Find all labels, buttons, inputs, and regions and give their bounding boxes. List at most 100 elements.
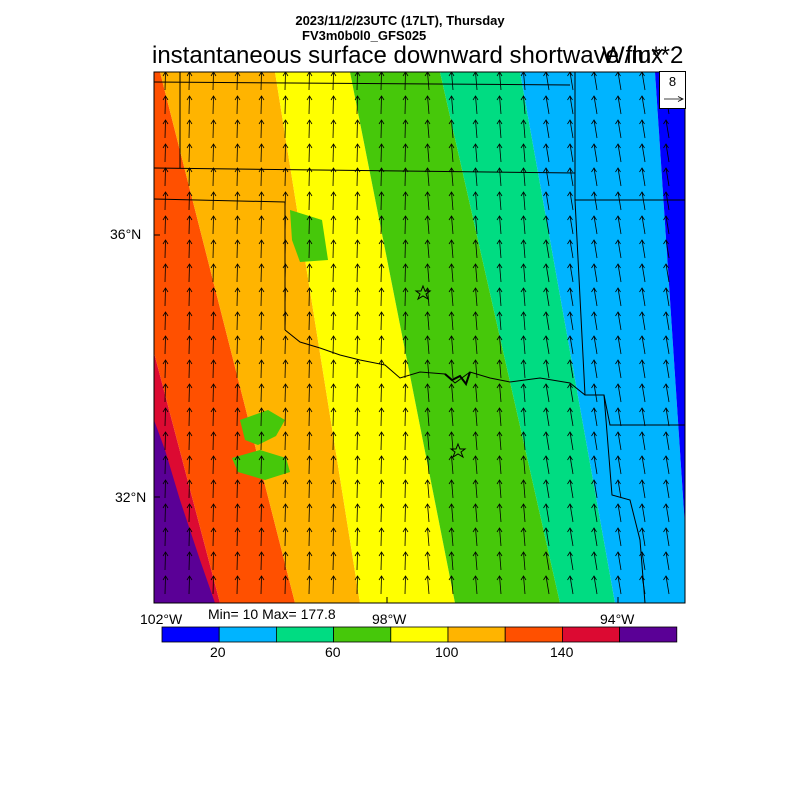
wind-arrow [378,551,385,571]
wind-arrow [520,263,527,283]
wind-arrow [282,215,289,235]
wind-arrow [543,119,550,139]
wind-arrow [258,503,265,523]
wind-arrow [496,407,503,427]
wind-arrow [186,143,193,163]
wind-arrow [234,119,241,139]
wind-arrow [162,215,169,235]
wind-arrow [354,479,361,499]
wind-arrow [378,311,385,331]
wind-arrow [306,95,313,115]
wind-arrow [520,407,527,427]
wind-arrow [186,95,193,115]
colorbar-tick-20: 20 [210,644,226,660]
wind-arrow [448,311,455,331]
wind-arrow [186,287,193,307]
wind-arrow [186,479,193,499]
wind-arrow [210,479,217,499]
wind-arrow [258,239,265,259]
wind-arrow [378,359,385,379]
wind-arrow [615,551,622,571]
wind-arrow [210,287,217,307]
colorbar [161,626,678,643]
wind-arrow [258,527,265,547]
wind-arrow [424,479,431,499]
wind-arrow [496,479,503,499]
wind-arrow [424,359,431,379]
wind-arrow [210,119,217,139]
wind-arrow [496,431,503,451]
wind-arrow [210,503,217,523]
wind-arrow [520,335,527,355]
wind-arrow [258,455,265,475]
wind-arrow [567,407,574,427]
wind-arrow [402,479,409,499]
wind-arrow [567,359,574,379]
wind-arrow [472,263,479,283]
wind-arrow [543,407,550,427]
wind-arrow [402,311,409,331]
wind-arrow [663,551,670,571]
wind-arrow [234,527,241,547]
wind-arrow [496,143,503,163]
wind-arrow [496,263,503,283]
wind-arrow [543,455,550,475]
wind-arrow [472,119,479,139]
wind-arrow [354,335,361,355]
wind-arrow [402,383,409,403]
colorbar-swatch [390,626,449,643]
wind-arrow [520,551,527,571]
wind-arrow [186,503,193,523]
wind-arrow [186,335,193,355]
wind-arrow [162,503,169,523]
wind-arrow [615,119,622,139]
wind-arrow [330,335,337,355]
flux-patch [418,361,428,366]
wind-arrow [543,431,550,451]
wind-arrow [162,575,169,595]
wind-arrow [234,335,241,355]
wind-arrow [330,239,337,259]
wind-arrow [306,191,313,211]
wind-arrow [162,191,169,211]
wind-arrow [591,455,598,475]
flux-patch [154,420,215,603]
wind-arrow [520,215,527,235]
wind-arrow [567,311,574,331]
wind-arrow [330,191,337,211]
wind-arrow [639,503,646,523]
wind-arrow [378,167,385,187]
wind-arrow [330,287,337,307]
wind-arrow [186,383,193,403]
wind-arrow [210,455,217,475]
wind-arrow [354,527,361,547]
wind-arrow [186,119,193,139]
wind-arrow [306,287,313,307]
wind-arrow [258,191,265,211]
wind-arrow [448,215,455,235]
wind-arrow [615,359,622,379]
wind-arrow [162,455,169,475]
axis-ticks [154,234,619,603]
wind-arrow [234,167,241,187]
valid-time-header: 2023/11/2/23UTC (17LT), Thursday [295,13,505,28]
wind-arrow [543,215,550,235]
wind-arrow [330,407,337,427]
wind-arrow [330,72,337,91]
wind-arrow [186,311,193,331]
wind-arrow [639,72,646,91]
wind-arrow [330,479,337,499]
wind-arrow [330,575,337,595]
wind-arrow [639,191,646,211]
wind-arrow [496,311,503,331]
wind-arrow [378,527,385,547]
colorbar-swatch [333,626,392,643]
wind-arrow [210,72,217,91]
wind-arrow [591,191,598,211]
wind-arrow [448,287,455,307]
model-name-header: FV3m0b0l0_GFS025 [302,28,427,43]
wind-arrow [663,287,670,307]
wind-arrow [543,335,550,355]
wind-arrow [591,383,598,403]
wind-arrow [591,575,598,595]
